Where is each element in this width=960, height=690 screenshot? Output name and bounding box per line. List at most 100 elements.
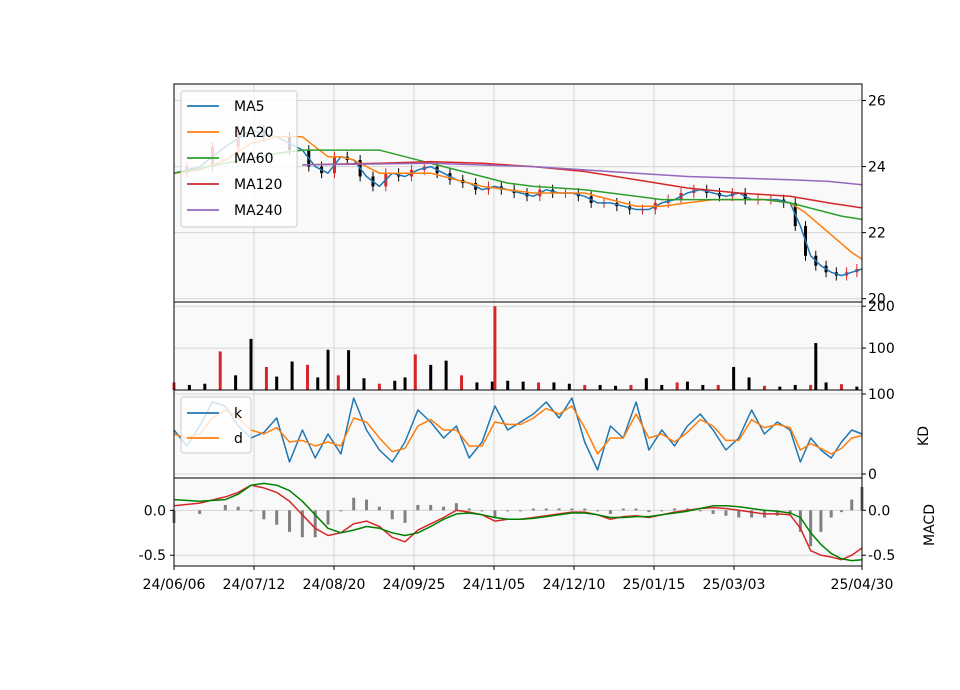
ma-line-ma240 [302,162,863,186]
volume-bar-48 [839,384,843,390]
volume-bar-7 [275,376,279,390]
macd-left-tick-label-1: 0.0 [144,503,166,519]
macd-hist-bar-28 [557,508,561,511]
volume-bar-33 [629,384,633,390]
macd-hist-bar-50 [829,510,833,518]
macd-hist-bar-25 [519,510,523,512]
macd-hist-bar-19 [442,506,446,511]
price-ytick-label-0: 20 [868,292,886,308]
ma-line-ma60 [173,149,863,221]
macd-hist-bar-5 [262,510,266,520]
macd-hist-bar-36 [660,510,664,512]
volume-bar-27 [537,382,541,390]
x-tick-label-0: 24/06/06 [143,577,206,593]
volume-ytick-label-1: 200 [868,299,895,315]
macd-hist-bar-22 [480,510,484,512]
volume-bar-2 [203,383,207,390]
volume-bar-47 [824,382,828,390]
kd-ytick-label-0: 0 [868,467,877,483]
x-tick-label-6: 25/01/15 [623,577,686,593]
volume-bar-36 [675,382,679,390]
volume-bar-6 [264,366,268,390]
volume-bar-39 [716,384,720,390]
macd-hist-bar-10 [326,510,330,525]
volume-bar-32 [614,385,618,390]
macd-hist-bar-24 [506,510,510,512]
volume-bar-26 [521,381,525,390]
macd-ytick-label-1: 0.0 [868,503,890,519]
volume-bar-35 [660,384,664,390]
macd-hist-bar-38 [685,508,689,511]
macd-hist-bar-45 [775,510,779,516]
volume-bar-13 [347,350,351,390]
macd-hist-bar-52 [850,499,854,511]
x-tick-label-5: 24/12/10 [543,577,606,593]
macd-hist-bar-27 [544,508,548,511]
volume-bar-1 [187,384,191,390]
volume-bar-22 [475,382,479,390]
macd-hist-bar-21 [467,508,471,511]
price-ytick-label-1: 22 [868,226,886,242]
volume-bar-20 [444,360,448,390]
price-ytick-label-3: 26 [868,94,886,110]
volume-bar-17 [403,377,407,390]
legend-label-ma60: MA60 [234,151,273,167]
volume-bar-21 [460,375,464,390]
macd-hist-bar-29 [570,508,574,511]
volume-bar-40 [732,366,736,390]
volume-bar-34 [644,378,648,390]
x-tick-label-7: 25/03/03 [703,577,766,593]
macd-hist-bar-23 [493,510,497,518]
x-tick-label-4: 24/11/05 [463,577,526,593]
kd-panel: 0 100 kd KD [173,387,932,483]
macd-hist-bar-16 [403,510,407,523]
macd-hist-bar-33 [621,508,625,511]
macd-left-tick-label-0: -0.5 [139,548,166,564]
volume-bar-30 [583,384,587,390]
volume-bar-45 [809,384,813,390]
volume-bar-8 [290,361,294,390]
volume-bar-5 [249,338,253,390]
macd-hist-bar-4 [249,510,253,512]
volume-bar-3 [218,351,222,390]
x-tick-label-1: 24/07/12 [223,577,286,593]
macd-hist-bar-40 [711,510,715,514]
volume-bar-28 [552,382,556,390]
volume-bar-12 [336,375,340,390]
macd-hist-bar-18 [429,504,433,511]
legend-label-ma5: MA5 [234,99,265,115]
x-tick-label-2: 24/08/20 [303,577,366,593]
volume-bar-14 [362,378,366,390]
macd-hist-bar-14 [377,506,381,511]
volume-bar-42 [762,385,766,390]
macd-hist-bar-46 [788,510,792,514]
macd-hist-bar-39 [698,510,702,512]
macd-hist-bar-34 [634,508,638,511]
volume-bar-29 [567,383,571,390]
macd-dea-line [173,482,863,562]
macd-hist-bar-1 [198,510,202,514]
macd-frame [173,477,863,567]
volume-bar-43 [778,386,782,390]
volume-bar-18 [413,354,417,390]
volume-bar-11 [326,349,330,390]
volume-bar-16 [393,380,397,390]
macd-hist-bar-49 [819,510,823,532]
volume-panel: 100 200 [172,299,895,391]
macd-hist-bar-17 [416,504,420,511]
macd-hist-bar-42 [737,510,741,518]
macd-hist-bar-6 [275,510,279,525]
ma-line-ma120 [302,160,863,209]
volume-bar-24 [493,306,497,390]
kd-line-d [173,405,863,455]
volume-bar-4 [234,375,238,390]
x-tick-label-3: 24/09/25 [383,577,446,593]
macd-dif-line [173,484,863,561]
price-panel: 20 22 24 26 MA5 MA20 MA60 MA120 MA240 [173,83,886,308]
x-tick-label-8: 25/04/30 [831,577,894,593]
volume-bar-46 [814,343,818,390]
macd-hist-bar-3 [236,506,240,511]
macd-hist-bar-11 [339,510,343,512]
macd-hist-bar-2 [223,504,227,511]
price-legend-box [180,90,298,228]
